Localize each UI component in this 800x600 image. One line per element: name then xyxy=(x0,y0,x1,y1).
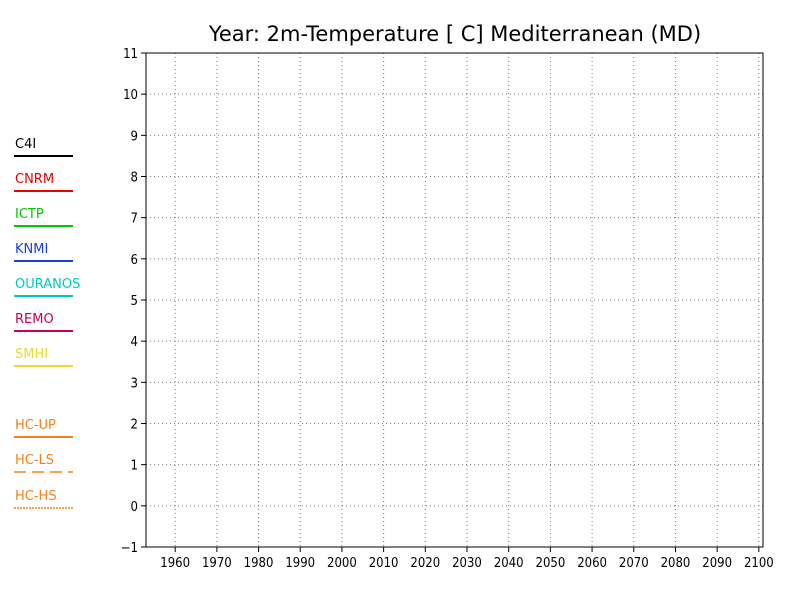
x-axis: 1960 1970 1980 1990 2000 2010 2020 2030 2040 2050… xyxy=(160,547,774,571)
x-tick-label: 1970 xyxy=(202,556,232,571)
x-tick-label: 2050 xyxy=(536,556,566,571)
y-tick-label: 3 xyxy=(131,376,138,391)
legend-label: HC-UP xyxy=(15,418,56,433)
x-tick-label: 2090 xyxy=(702,556,732,571)
x-tick-label: 2040 xyxy=(494,556,524,571)
legend-label: ICTP xyxy=(15,207,44,222)
x-tick-label: 2000 xyxy=(327,556,357,571)
legend-label: HC-LS xyxy=(15,453,54,468)
legend-label: CNRM xyxy=(15,172,54,187)
x-tick-label: 2060 xyxy=(577,556,607,571)
x-tick-label: 1960 xyxy=(160,556,190,571)
y-tick-label: 0 xyxy=(131,500,138,515)
x-tick-label: 2070 xyxy=(619,556,649,571)
x-tick-label: 2020 xyxy=(410,556,440,571)
x-tick-label: 1990 xyxy=(285,556,315,571)
legend-label: HC-HS xyxy=(15,489,57,504)
x-tick-label: 2030 xyxy=(452,556,482,571)
y-tick-label: 5 xyxy=(131,294,138,309)
y-tick-label: 10 xyxy=(123,88,138,103)
legend-label: C4I xyxy=(15,137,36,152)
x-tick-label: 1980 xyxy=(244,556,274,571)
x-tick-label: 2010 xyxy=(369,556,399,571)
y-tick-label: 9 xyxy=(131,129,138,144)
legend-label: OURANOS xyxy=(15,277,80,292)
y-tick-label: 11 xyxy=(123,47,138,62)
chart-title: Year: 2m-Temperature [ C] Mediterranean … xyxy=(208,22,701,46)
y-tick-label: 2 xyxy=(131,418,138,433)
legend-label: REMO xyxy=(15,312,54,327)
grid xyxy=(146,53,763,547)
legend-label: SMHI xyxy=(15,347,48,362)
y-axis: −1 0 1 2 3 4 5 6 7 8 9 10 11 xyxy=(121,47,146,556)
legend: C4I CNRM ICTP KNMI OURANOS REMO SMHI HC-UP HC-LS… xyxy=(14,137,80,509)
y-tick-label: 7 xyxy=(131,212,138,227)
y-tick-label: 4 xyxy=(131,335,138,350)
y-tick-label: 1 xyxy=(131,459,138,474)
legend-label: KNMI xyxy=(15,242,48,257)
x-tick-label: 2100 xyxy=(744,556,774,571)
y-tick-label: 6 xyxy=(131,253,138,268)
y-tick-label: 8 xyxy=(131,171,138,186)
y-tick-label: −1 xyxy=(121,541,138,556)
x-tick-label: 2080 xyxy=(661,556,691,571)
